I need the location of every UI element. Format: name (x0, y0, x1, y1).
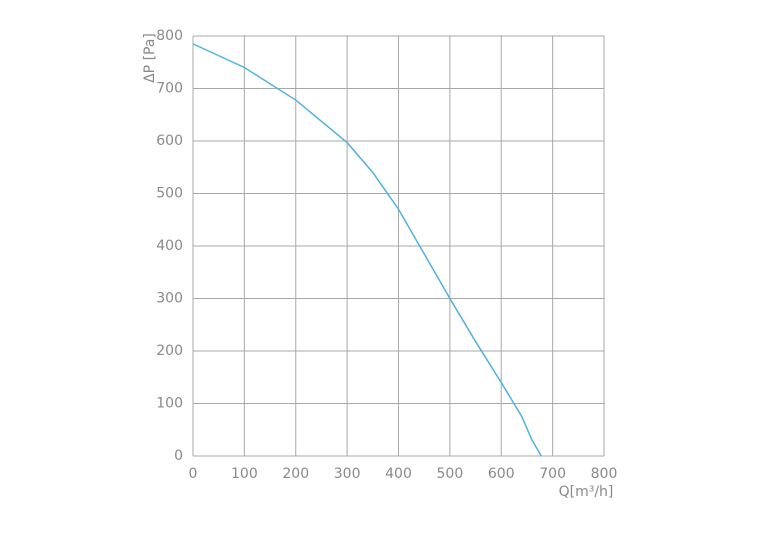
x-axis-label: Q[m³/h] (559, 484, 614, 500)
x-tick-label: 100 (231, 466, 258, 482)
x-tick-label: 300 (334, 466, 361, 482)
x-tick-label: 200 (282, 466, 309, 482)
line (192, 43, 542, 457)
y-tick-label: 600 (156, 133, 183, 149)
y-tick-label: 0 (174, 448, 183, 464)
x-tick-label: 0 (189, 466, 198, 482)
y-axis-label: ΔP [Pa] (142, 33, 158, 83)
y-tick-label: 100 (156, 396, 183, 412)
y-tick-label: 400 (156, 238, 183, 254)
y-tick-label: 500 (156, 186, 183, 202)
y-tick-label: 200 (156, 343, 183, 359)
x-tick-label: 400 (385, 466, 412, 482)
y-tick-label: 300 (156, 291, 183, 307)
x-tick-label: 500 (437, 466, 464, 482)
x-tick-label: 600 (488, 466, 515, 482)
y-tick-label: 700 (156, 81, 183, 97)
x-tick-label: 800 (591, 466, 618, 482)
x-tick-label: 700 (539, 466, 566, 482)
y-tick-label: 800 (156, 28, 183, 44)
